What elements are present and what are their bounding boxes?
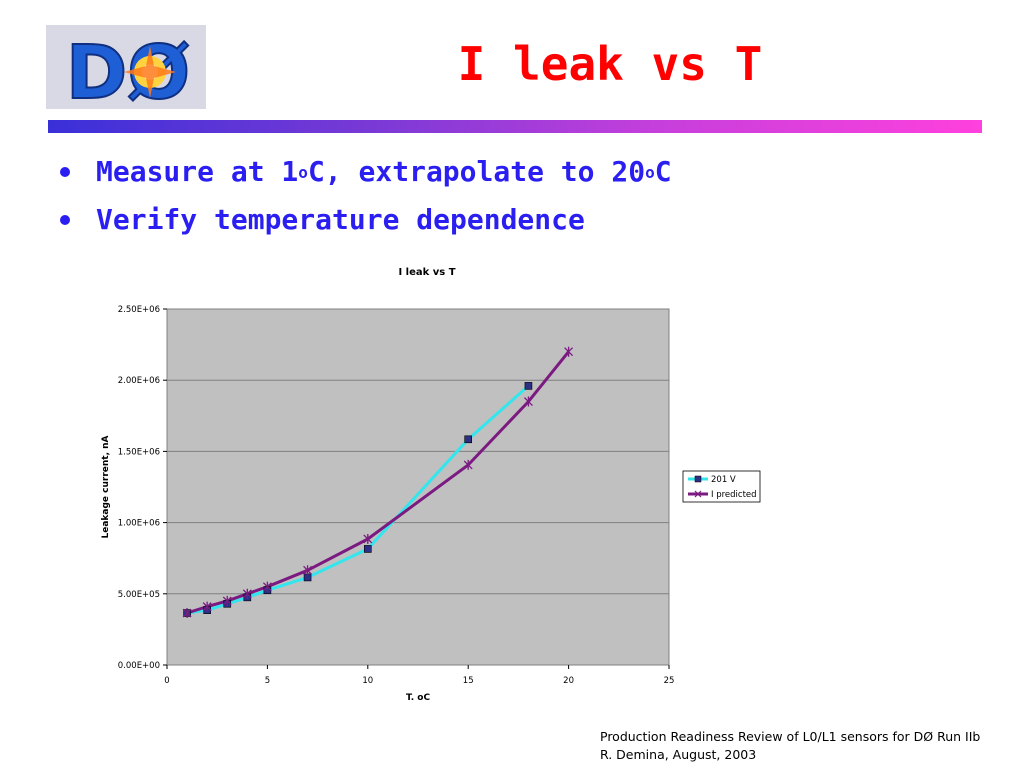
data-point-predicted [182,608,192,619]
y-tick-label: 5.00E+05 [118,590,160,600]
data-point-predicted [242,588,252,599]
data-point-predicted [523,396,533,407]
plot-area [166,308,670,666]
legend-marker-201v-icon [694,475,702,483]
x-tick-label: 15 [463,676,474,686]
data-point-predicted [564,346,574,357]
marker-layer [182,346,574,619]
y-tick-label: 1.50E+06 [118,447,160,457]
y-tick-label: 2.50E+06 [118,305,160,315]
data-point-predicted [202,601,212,612]
footer: Production Readiness Review of L0/L1 sen… [600,728,1020,764]
axes: 0.00E+00 5.00E+05 1.00E+06 1.50E+06 2.00E+06… [118,305,675,686]
bullet-list: Measure at 1oC, extrapolate to 20oC Veri… [52,148,672,244]
chart-title: I leak vs T [398,267,455,278]
page-title: I leak vs T [457,37,763,91]
d0-logo: DØ [46,25,206,112]
legend-marker-predicted-icon [694,490,702,498]
title-divider [48,120,982,133]
degree-superscript: o [298,163,308,182]
data-point-predicted [222,595,232,606]
x-tick-label: 10 [362,676,373,686]
bullet-text: Verify temperature dependence [96,203,585,236]
legend: 201 V I predicted [682,470,761,503]
footer-line-2: R. Demina, August, 2003 [600,747,757,762]
bullet-dot-icon [60,167,70,177]
y-tick-label: 0.00E+00 [118,661,160,671]
series-line-predicted [186,350,570,615]
legend-label-201v: 201 V [711,475,736,485]
x-axis-label: T. oC [406,693,431,703]
x-tick-label: 0 [164,676,169,686]
bullet-text: C, extrapolate to 20 [307,155,646,188]
data-point-predicted [363,533,373,544]
bullet-text: C [654,155,672,188]
bullet-dot-icon [60,215,70,225]
x-tick-label: 20 [563,676,574,686]
data-point-201v [464,435,473,444]
data-point-predicted [463,459,473,470]
x-tick-label: 25 [664,676,675,686]
data-point-predicted [262,581,272,592]
x-tick-label: 5 [265,676,270,686]
data-point-predicted [303,565,313,576]
y-axis-label: Leakage current, nA [101,435,111,538]
footer-line-1: Production Readiness Review of L0/L1 sen… [600,729,981,744]
data-point-201v [363,545,372,553]
bullet-text: Measure at 1 [96,155,299,188]
data-point-201v [524,382,533,390]
bullet-item: Verify temperature dependence [52,196,672,244]
bullet-item: Measure at 1oC, extrapolate to 20oC [52,148,672,196]
logo-starburst-icon [124,46,176,98]
legend-label-predicted: I predicted [711,490,757,500]
degree-superscript: o [645,163,655,182]
y-tick-label: 2.00E+06 [118,376,160,386]
y-tick-label: 1.00E+06 [118,519,160,529]
